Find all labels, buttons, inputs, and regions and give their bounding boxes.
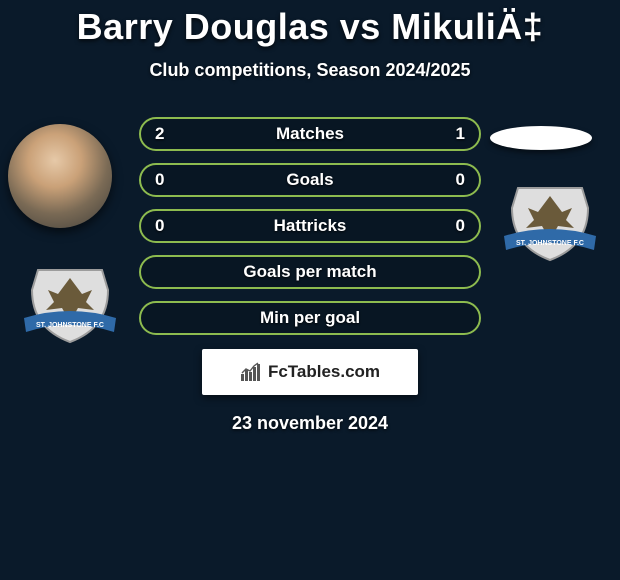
stat-label: Hattricks bbox=[274, 216, 347, 236]
stat-right-value: 0 bbox=[456, 216, 465, 236]
brand-text: FcTables.com bbox=[268, 362, 380, 382]
stat-row-goals-per-match: Goals per match bbox=[139, 255, 481, 289]
stat-row-hattricks: 0 Hattricks 0 bbox=[139, 209, 481, 243]
stat-right-value: 1 bbox=[456, 124, 465, 144]
bar-chart-icon bbox=[240, 362, 262, 382]
stat-row-goals: 0 Goals 0 bbox=[139, 163, 481, 197]
stat-right-value: 0 bbox=[456, 170, 465, 190]
stat-left-value: 0 bbox=[155, 216, 164, 236]
stat-label: Min per goal bbox=[260, 308, 360, 328]
brand-box: FcTables.com bbox=[202, 349, 418, 395]
stat-row-matches: 2 Matches 1 bbox=[139, 117, 481, 151]
stat-row-min-per-goal: Min per goal bbox=[139, 301, 481, 335]
date-line: 23 november 2024 bbox=[0, 413, 620, 434]
subtitle: Club competitions, Season 2024/2025 bbox=[0, 60, 620, 81]
stat-left-value: 2 bbox=[155, 124, 164, 144]
stat-label: Matches bbox=[276, 124, 344, 144]
stat-left-value: 0 bbox=[155, 170, 164, 190]
stats-list: 2 Matches 1 0 Goals 0 0 Hattricks 0 Goal… bbox=[0, 117, 620, 335]
stat-label: Goals per match bbox=[243, 262, 376, 282]
page-title: Barry Douglas vs MikuliÄ‡ bbox=[0, 0, 620, 48]
stat-label: Goals bbox=[286, 170, 333, 190]
